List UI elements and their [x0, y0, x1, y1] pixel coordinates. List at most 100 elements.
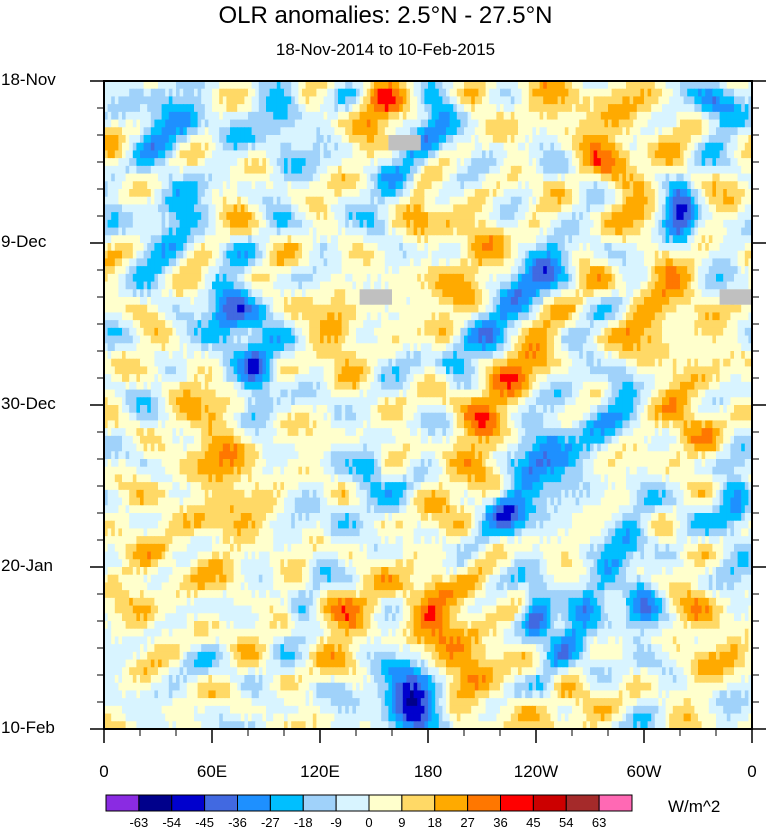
- field-cell: [554, 96, 559, 105]
- field-cell: [194, 135, 199, 144]
- field-cell: [266, 227, 271, 236]
- field-cell: [478, 173, 483, 182]
- field-cell: [305, 204, 310, 213]
- field-cell: [474, 250, 479, 260]
- field-cell: [687, 266, 692, 275]
- field-cell: [464, 142, 469, 152]
- field-cell: [734, 135, 739, 144]
- field-cell: [262, 212, 267, 221]
- field-cell: [388, 111, 393, 121]
- field-cell: [402, 81, 407, 90]
- field-cell: [680, 150, 685, 159]
- field-cell: [334, 88, 339, 98]
- field-cell: [402, 273, 407, 283]
- field-cell: [136, 212, 141, 221]
- field-cell: [294, 81, 299, 90]
- field-cell: [456, 173, 461, 182]
- field-cell: [712, 273, 717, 283]
- field-cell: [165, 165, 170, 175]
- field-cell: [392, 196, 397, 206]
- field-cell: [590, 104, 595, 113]
- field-cell: [474, 119, 479, 128]
- field-cell: [662, 281, 667, 290]
- field-cell: [572, 81, 577, 90]
- field-cell: [428, 104, 433, 113]
- field-cell: [168, 189, 173, 198]
- field-cell: [338, 142, 343, 152]
- field-cell: [230, 142, 235, 152]
- field-cell: [197, 150, 202, 159]
- field-cell: [273, 273, 278, 283]
- field-cell: [143, 250, 148, 260]
- field-cell: [154, 281, 159, 290]
- field-cell: [629, 88, 634, 98]
- field-cell: [363, 158, 368, 167]
- field-cell: [726, 181, 731, 190]
- field-cell: [114, 289, 119, 298]
- field-cell: [471, 142, 476, 152]
- field-cell: [748, 165, 753, 175]
- field-cell: [377, 258, 382, 267]
- field-cell: [471, 88, 476, 98]
- field-cell: [298, 281, 303, 290]
- field-cell: [248, 88, 253, 98]
- field-cell: [550, 119, 555, 128]
- field-cell: [266, 219, 271, 229]
- field-cell: [640, 258, 645, 267]
- field-cell: [557, 212, 562, 221]
- field-cell: [604, 181, 609, 190]
- field-cell: [593, 243, 598, 252]
- field-cell: [194, 243, 199, 252]
- field-cell: [172, 189, 177, 198]
- field-cell: [269, 104, 274, 113]
- field-cell: [122, 289, 127, 298]
- field-cell: [388, 196, 393, 206]
- field-cell: [446, 227, 451, 236]
- field-cell: [561, 235, 566, 244]
- field-cell: [280, 88, 285, 98]
- field-cell: [514, 204, 519, 213]
- field-cell: [546, 273, 551, 283]
- field-cell: [392, 227, 397, 236]
- field-cell: [510, 281, 515, 290]
- field-cell: [730, 281, 735, 290]
- field-cell: [111, 258, 116, 267]
- field-cell: [597, 165, 602, 175]
- field-cell: [683, 88, 688, 98]
- field-cell: [384, 158, 389, 167]
- field-cell: [309, 119, 314, 128]
- field-cell: [327, 104, 332, 113]
- field-cell: [381, 281, 386, 290]
- field-cell: [536, 243, 541, 252]
- field-cell: [460, 243, 465, 252]
- field-cell: [550, 135, 555, 144]
- field-cell: [334, 189, 339, 198]
- field-cell: [183, 158, 188, 167]
- field-cell: [428, 150, 433, 159]
- field-cell: [435, 219, 440, 229]
- field-cell: [676, 212, 681, 221]
- field-cell: [248, 150, 253, 159]
- field-cell: [359, 212, 364, 221]
- field-cell: [402, 258, 407, 267]
- field-cell: [561, 135, 566, 144]
- field-cell: [320, 212, 325, 221]
- field-cell: [579, 173, 584, 182]
- field-cell: [345, 189, 350, 198]
- field-cell: [183, 104, 188, 113]
- field-cell: [471, 181, 476, 190]
- field-cell: [111, 227, 116, 236]
- field-cell: [352, 127, 357, 136]
- field-cell: [201, 243, 206, 252]
- field-cell: [510, 258, 515, 267]
- field-cell: [723, 273, 728, 283]
- field-cell: [435, 196, 440, 206]
- field-cell: [363, 196, 368, 206]
- field-cell: [582, 266, 587, 275]
- field-cell: [147, 96, 152, 105]
- field-cell: [647, 250, 652, 260]
- field-cell: [273, 258, 278, 267]
- field-cell: [575, 173, 580, 182]
- field-cell: [597, 158, 602, 167]
- field-cell: [636, 81, 641, 90]
